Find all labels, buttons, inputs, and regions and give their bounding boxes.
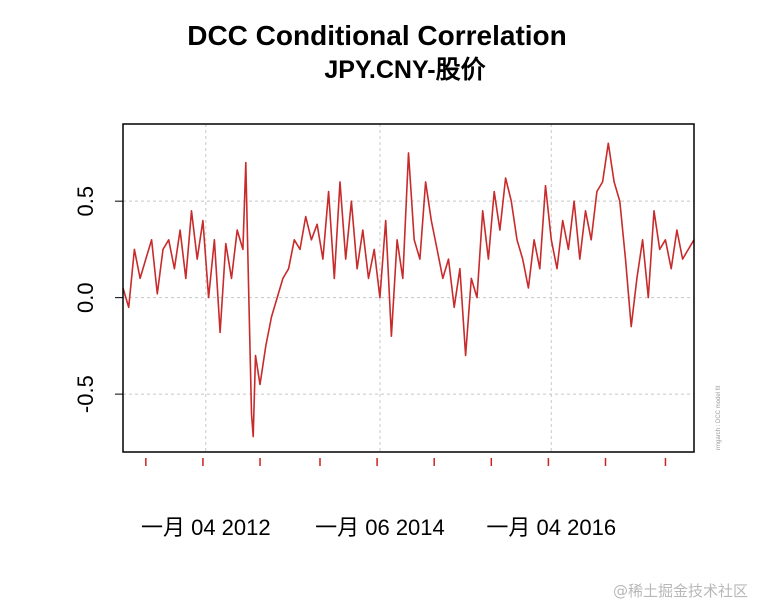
chart-subtitle: JPY.CNY-股价 <box>324 56 486 84</box>
series-group <box>122 142 695 438</box>
watermark: @稀土掘金技术社区 <box>613 582 748 600</box>
x-tick-label-0: 一月 04 2012 <box>141 515 271 540</box>
y-axis: -0.5 0.0 0.5 <box>73 186 123 413</box>
series-line-0 <box>122 142 695 438</box>
y-tick-label-1: 0.0 <box>73 282 98 313</box>
plot-frame <box>122 123 695 453</box>
chart-title: DCC Conditional Correlation <box>187 20 567 51</box>
x-axis: 一月 04 2012 一月 06 2014 一月 04 2016 <box>141 458 667 540</box>
x-tick-label-2: 一月 04 2016 <box>486 515 616 540</box>
y-tick-label-2: 0.5 <box>73 186 98 217</box>
side-note: rmgarch : DCC model fit <box>716 385 722 450</box>
y-tick-label-0: -0.5 <box>73 375 98 413</box>
x-tick-label-1: 一月 06 2014 <box>315 515 445 540</box>
